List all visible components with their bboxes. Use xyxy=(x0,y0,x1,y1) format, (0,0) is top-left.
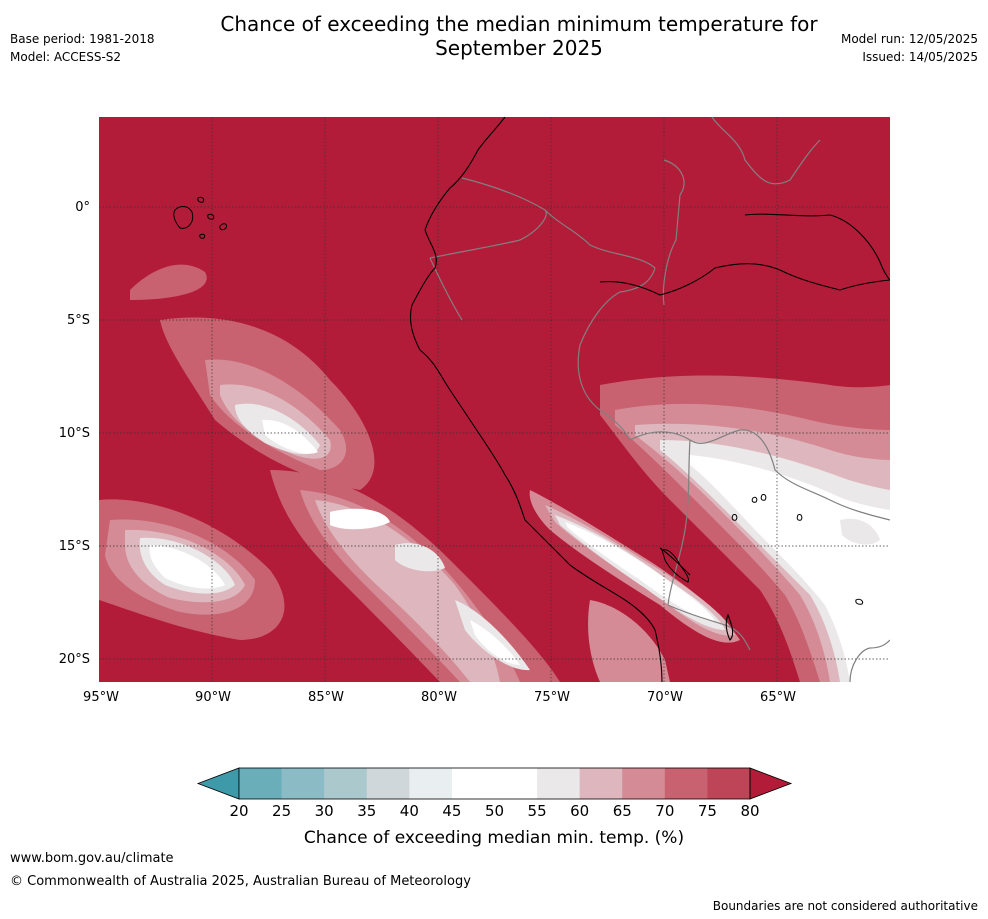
lon-tick: 75°W xyxy=(534,690,570,705)
lat-tick: 10°S xyxy=(59,426,90,441)
shade-inland-55 xyxy=(690,455,890,682)
shade-band-coastal-55 xyxy=(565,522,715,622)
shade-spot-central xyxy=(330,508,390,530)
colorbar-segment xyxy=(707,768,751,799)
lakes xyxy=(661,494,863,605)
colorbar-arrow-right xyxy=(749,767,793,800)
map-panel xyxy=(99,117,890,682)
issued-text: Issued: 14/05/2025 xyxy=(862,50,978,64)
longitude-ticks: 95°W 90°W 85°W 80°W 75°W 70°W 65°W xyxy=(83,690,796,705)
lat-tick: 5°S xyxy=(67,313,90,328)
colorbar-segments xyxy=(239,768,751,799)
colorbar-label: 45 xyxy=(442,802,461,820)
lat-tick: 20°S xyxy=(59,652,90,667)
colorbar-segment xyxy=(366,768,410,799)
colorbar-label: 65 xyxy=(613,802,632,820)
colorbar-label: 60 xyxy=(570,802,589,820)
colorbar-segment xyxy=(281,768,325,799)
footer-note: Boundaries are not considered authoritat… xyxy=(712,899,978,913)
model-run-text: Model run: 12/05/2025 xyxy=(840,32,978,46)
lat-tick: 15°S xyxy=(59,539,90,554)
shade-patch xyxy=(130,264,207,300)
lon-tick: 65°W xyxy=(760,690,796,705)
colorbar: 20 25 30 35 40 45 50 55 60 65 70 75 80 Chance of exc… xyxy=(196,767,793,848)
colorbar-label: 35 xyxy=(357,802,376,820)
colorbar-segment xyxy=(664,768,708,799)
graticule xyxy=(99,117,890,682)
colorbar-segment xyxy=(494,768,538,799)
colorbar-arrow-left xyxy=(196,767,240,800)
lon-tick: 70°W xyxy=(647,690,683,705)
probability-shading xyxy=(99,264,890,682)
meta-left: Base period: 1981-2018 Model: ACCESS-S2 xyxy=(10,30,155,66)
colorbar-label: 50 xyxy=(485,802,504,820)
shade-inland-spot xyxy=(840,518,880,545)
map-title: Chance of exceeding the median minimum t… xyxy=(220,12,818,60)
colorbar-outline xyxy=(238,767,751,800)
colorbar-label: 55 xyxy=(528,802,547,820)
colorbar-segment xyxy=(451,768,495,799)
latitude-ticks: 0° 5°S 10°S 15°S 20°S xyxy=(59,200,90,667)
colorbar-label: 20 xyxy=(229,802,248,820)
base-period-text: Base period: 1981-2018 xyxy=(10,32,155,46)
colorbar-label: 75 xyxy=(698,802,717,820)
meta-right: Model run: 12/05/2025 Issued: 14/05/2025 xyxy=(841,30,978,66)
lon-tick: 80°W xyxy=(421,690,457,705)
lat-tick: 0° xyxy=(75,200,90,215)
colorbar-label: 80 xyxy=(740,802,759,820)
shade-spot-central-c xyxy=(455,600,530,671)
shade-band-ocean-north-55 xyxy=(262,419,318,454)
footer-copyright: © Commonwealth of Australia 2025, Austra… xyxy=(10,874,471,889)
model-text: Model: ACCESS-S2 xyxy=(10,50,122,64)
national-borders xyxy=(429,117,890,682)
colorbar-label: 25 xyxy=(272,802,291,820)
lon-tick: 95°W xyxy=(83,690,119,705)
colorbar-label: 40 xyxy=(400,802,419,820)
colorbar-segment xyxy=(579,768,623,799)
footer-url[interactable]: www.bom.gov.au/climate xyxy=(10,851,174,866)
colorbar-title: Chance of exceeding median min. temp. (%… xyxy=(304,828,684,848)
colorbar-segment xyxy=(622,768,666,799)
shade-spot-central-d xyxy=(470,620,520,665)
colorbar-labels: 20 25 30 35 40 45 50 55 60 65 70 75 80 xyxy=(229,802,759,820)
colorbar-segment xyxy=(324,768,368,799)
shade-spot-central-b xyxy=(395,543,445,572)
colorbar-label: 70 xyxy=(655,802,674,820)
lon-tick: 85°W xyxy=(308,690,344,705)
colorbar-label: 30 xyxy=(315,802,334,820)
shade-band-central-65 xyxy=(315,500,500,682)
colorbar-segment xyxy=(409,768,453,799)
galapagos-islands xyxy=(173,196,227,239)
lon-tick: 90°W xyxy=(195,690,231,705)
colorbar-segment xyxy=(239,768,283,799)
colorbar-segment xyxy=(537,768,581,799)
shade-lobe-southwest-55 xyxy=(149,545,225,589)
shade-lobe-south-70 xyxy=(588,600,670,682)
